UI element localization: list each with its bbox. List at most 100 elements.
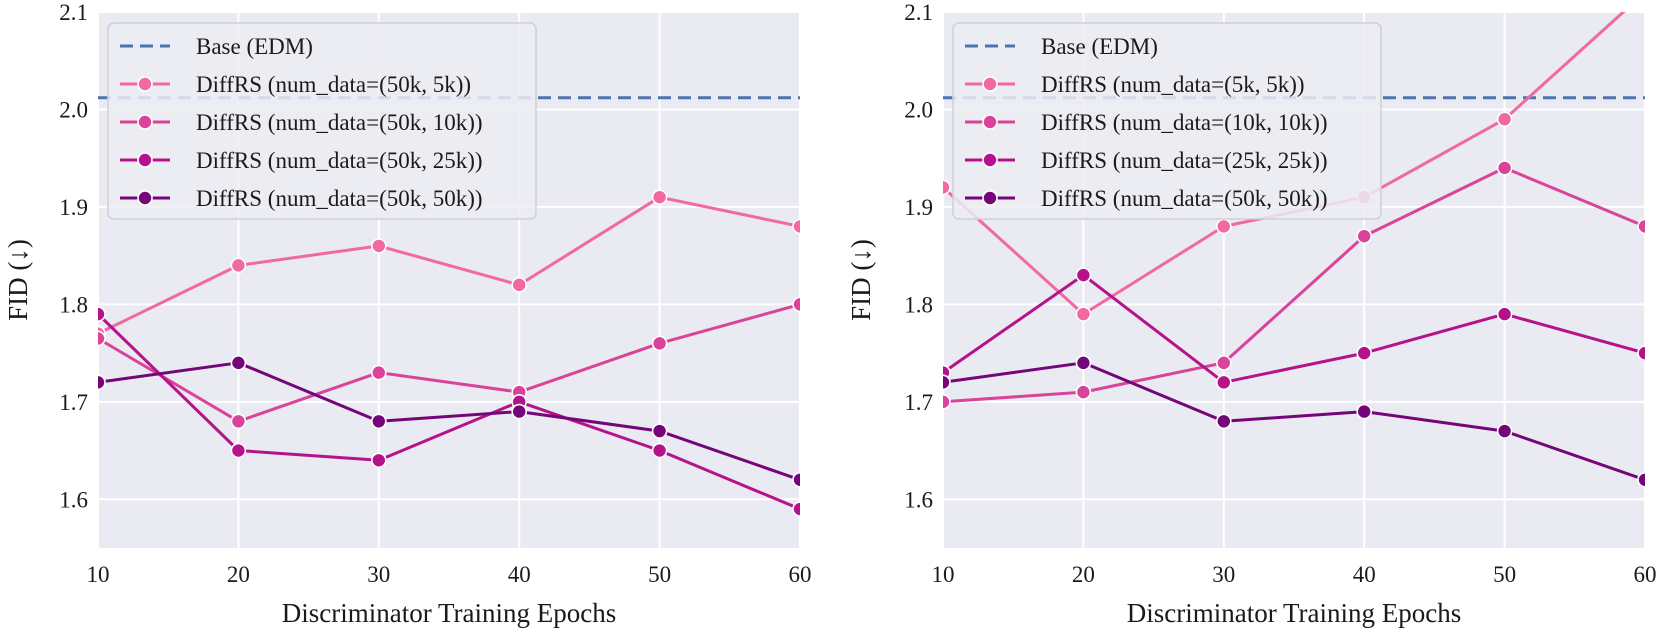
legend-box (952, 22, 1382, 220)
data-layer (98, 96, 800, 517)
series-line-3 (98, 313, 800, 511)
legend-label: DiffRS (num_data=(50k, 5k)) (196, 72, 471, 97)
legend-swatch-marker (137, 114, 153, 130)
data-point (1637, 345, 1645, 361)
x-tick-label: 60 (1634, 562, 1657, 587)
y-tick-label: 1.7 (904, 390, 933, 415)
legend-entry: DiffRS (num_data=(50k, 5k)) (120, 72, 471, 97)
data-point (1075, 384, 1092, 400)
x-tick-label: 20 (227, 562, 250, 587)
legend-label: Base (EDM) (196, 34, 313, 59)
x-axis-label: Discriminator Training Epochs (1127, 598, 1461, 628)
x-axis-label: Discriminator Training Epochs (282, 598, 616, 628)
data-point (1356, 228, 1372, 244)
y-tick-label: 2.0 (59, 97, 88, 122)
data-point (1637, 218, 1645, 235)
legend-label: DiffRS (num_data=(50k, 10k)) (196, 110, 483, 135)
data-point (1496, 306, 1513, 322)
series-line-1 (98, 195, 800, 335)
data-point (370, 364, 387, 381)
legend-swatch-marker (982, 190, 998, 206)
legend-swatch-marker (982, 76, 998, 92)
data-point (943, 394, 951, 410)
data-point (1356, 403, 1372, 420)
data-point (370, 452, 387, 469)
y-tick-label: 2.1 (59, 0, 88, 25)
data-point (98, 374, 106, 391)
x-tick-label: 40 (1353, 562, 1376, 587)
data-point (792, 471, 800, 488)
data-point (98, 306, 106, 322)
y-tick-label: 1.6 (59, 487, 88, 512)
y-tick-label: 1.6 (904, 487, 933, 512)
legend-entry: DiffRS (num_data=(5k, 5k)) (965, 72, 1305, 97)
legend-entry: DiffRS (num_data=(10k, 10k)) (965, 110, 1328, 135)
legend-entry: DiffRS (num_data=(25k, 25k)) (965, 148, 1328, 173)
legend-entry: DiffRS (num_data=(50k, 50k)) (120, 186, 483, 211)
data-point (943, 374, 951, 391)
data-point (651, 423, 668, 439)
x-tick-label: 50 (648, 562, 671, 587)
legend-label: DiffRS (num_data=(25k, 25k)) (1041, 148, 1328, 173)
legend-entry: Base (EDM) (120, 34, 313, 59)
data-point (1496, 111, 1513, 127)
series-line-4 (943, 361, 1645, 482)
legend-entry: DiffRS (num_data=(50k, 25k)) (120, 148, 483, 173)
data-point (1216, 374, 1232, 391)
y-tick-label: 1.9 (59, 195, 88, 220)
legend: Base (EDM) DiffRS (num_data=(50k, 5k)) Dif… (107, 22, 537, 220)
y-tick-label: 1.8 (59, 292, 88, 317)
y-tick-label: 1.9 (904, 195, 933, 220)
legend-entry: Base (EDM) (965, 34, 1158, 59)
data-point (98, 330, 106, 347)
data-point (230, 442, 247, 459)
series-line-3 (943, 273, 1645, 384)
data-point (1075, 306, 1092, 322)
legend-swatch-marker (982, 114, 998, 130)
data-point (370, 413, 387, 430)
legend-label: DiffRS (num_data=(50k, 25k)) (196, 148, 483, 173)
legend-swatch-marker (982, 152, 998, 168)
legend-swatch-marker (137, 152, 153, 168)
y-axis-label: FID (↓) (3, 239, 33, 321)
x-tick-label: 60 (789, 562, 812, 587)
data-point (230, 355, 247, 371)
data-point (1075, 267, 1092, 283)
legend-label: Base (EDM) (1041, 34, 1158, 59)
series-line-2 (943, 166, 1645, 404)
x-tick-label: 40 (508, 562, 531, 587)
x-tick-label: 30 (367, 562, 390, 587)
legend-swatch-marker (137, 76, 153, 92)
legend: Base (EDM) DiffRS (num_data=(5k, 5k)) Diff… (952, 22, 1382, 220)
x-tick-label: 50 (1493, 562, 1516, 587)
y-tick-label: 1.7 (59, 390, 88, 415)
data-point (1216, 218, 1232, 235)
y-tick-label: 2.1 (904, 0, 933, 25)
legend-label: DiffRS (num_data=(5k, 5k)) (1041, 72, 1305, 97)
data-point (792, 501, 800, 517)
data-point (511, 403, 528, 420)
data-point (792, 296, 800, 313)
data-point (651, 335, 668, 352)
x-tick-label: 20 (1072, 562, 1095, 587)
legend-swatch-marker (137, 190, 153, 206)
series-line-2 (98, 302, 800, 423)
data-point (792, 218, 800, 235)
data-point (943, 179, 951, 196)
legend-box (107, 22, 537, 220)
legend-label: DiffRS (num_data=(50k, 50k)) (196, 186, 483, 211)
data-point (1216, 355, 1232, 371)
data-point (1496, 423, 1513, 439)
x-tick-label: 10 (87, 562, 110, 587)
data-point (1496, 160, 1513, 176)
x-tick-label: 10 (932, 562, 955, 587)
y-tick-label: 1.8 (904, 292, 933, 317)
data-point (230, 257, 247, 274)
legend-entry: DiffRS (num_data=(50k, 10k)) (120, 110, 483, 135)
legend-entry: DiffRS (num_data=(50k, 50k)) (965, 186, 1328, 211)
data-point (230, 413, 247, 430)
data-point (651, 442, 668, 459)
data-point (651, 189, 668, 205)
chart-panel-1: 10 20 30 40 50 60 1.6 1.7 1.8 1.9 2.0 2.1 Discrimina… (3, 0, 812, 628)
data-point (1637, 471, 1645, 488)
